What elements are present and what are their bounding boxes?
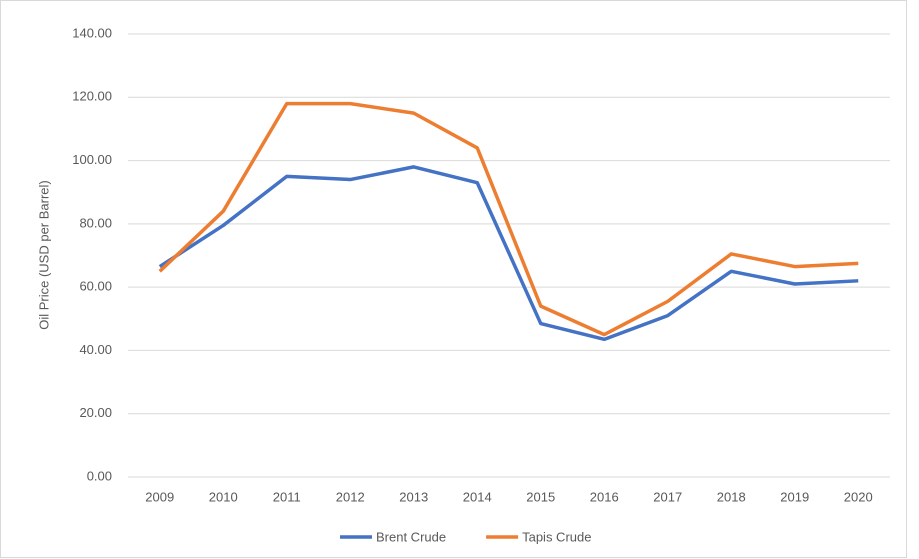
x-tick-label: 2017 xyxy=(653,489,682,504)
y-tick-label: 140.00 xyxy=(72,25,112,40)
line-series xyxy=(158,165,859,342)
y-tick-label: 20.00 xyxy=(79,405,112,420)
y-tick-label: 0.00 xyxy=(87,468,112,483)
y-tick-label: 40.00 xyxy=(79,342,112,357)
x-tick-label: 2012 xyxy=(336,489,365,504)
x-tick-label: 2010 xyxy=(209,489,238,504)
x-tick-label: 2009 xyxy=(145,489,174,504)
y-tick-label: 100.00 xyxy=(72,152,112,167)
y-tick-label: 60.00 xyxy=(79,279,112,294)
x-tick-label: 2013 xyxy=(399,489,428,504)
y-tick-label: 80.00 xyxy=(79,215,112,230)
x-tick-label: 2011 xyxy=(273,489,301,504)
x-tick-label: 2019 xyxy=(780,489,809,504)
legend-label: Brent Crude xyxy=(376,529,446,544)
x-tick-label: 2015 xyxy=(526,489,555,504)
x-tick-label: 2016 xyxy=(590,489,619,504)
legend-label: Tapis Crude xyxy=(522,529,591,544)
x-tick-label: 2014 xyxy=(463,489,492,504)
y-tick-label: 120.00 xyxy=(72,89,112,104)
x-tick-label: 2018 xyxy=(717,489,746,504)
x-tick-label: 2020 xyxy=(844,489,873,504)
y-axis-label: Oil Price (USD per Barrel) xyxy=(36,180,51,330)
line-series xyxy=(158,101,859,337)
